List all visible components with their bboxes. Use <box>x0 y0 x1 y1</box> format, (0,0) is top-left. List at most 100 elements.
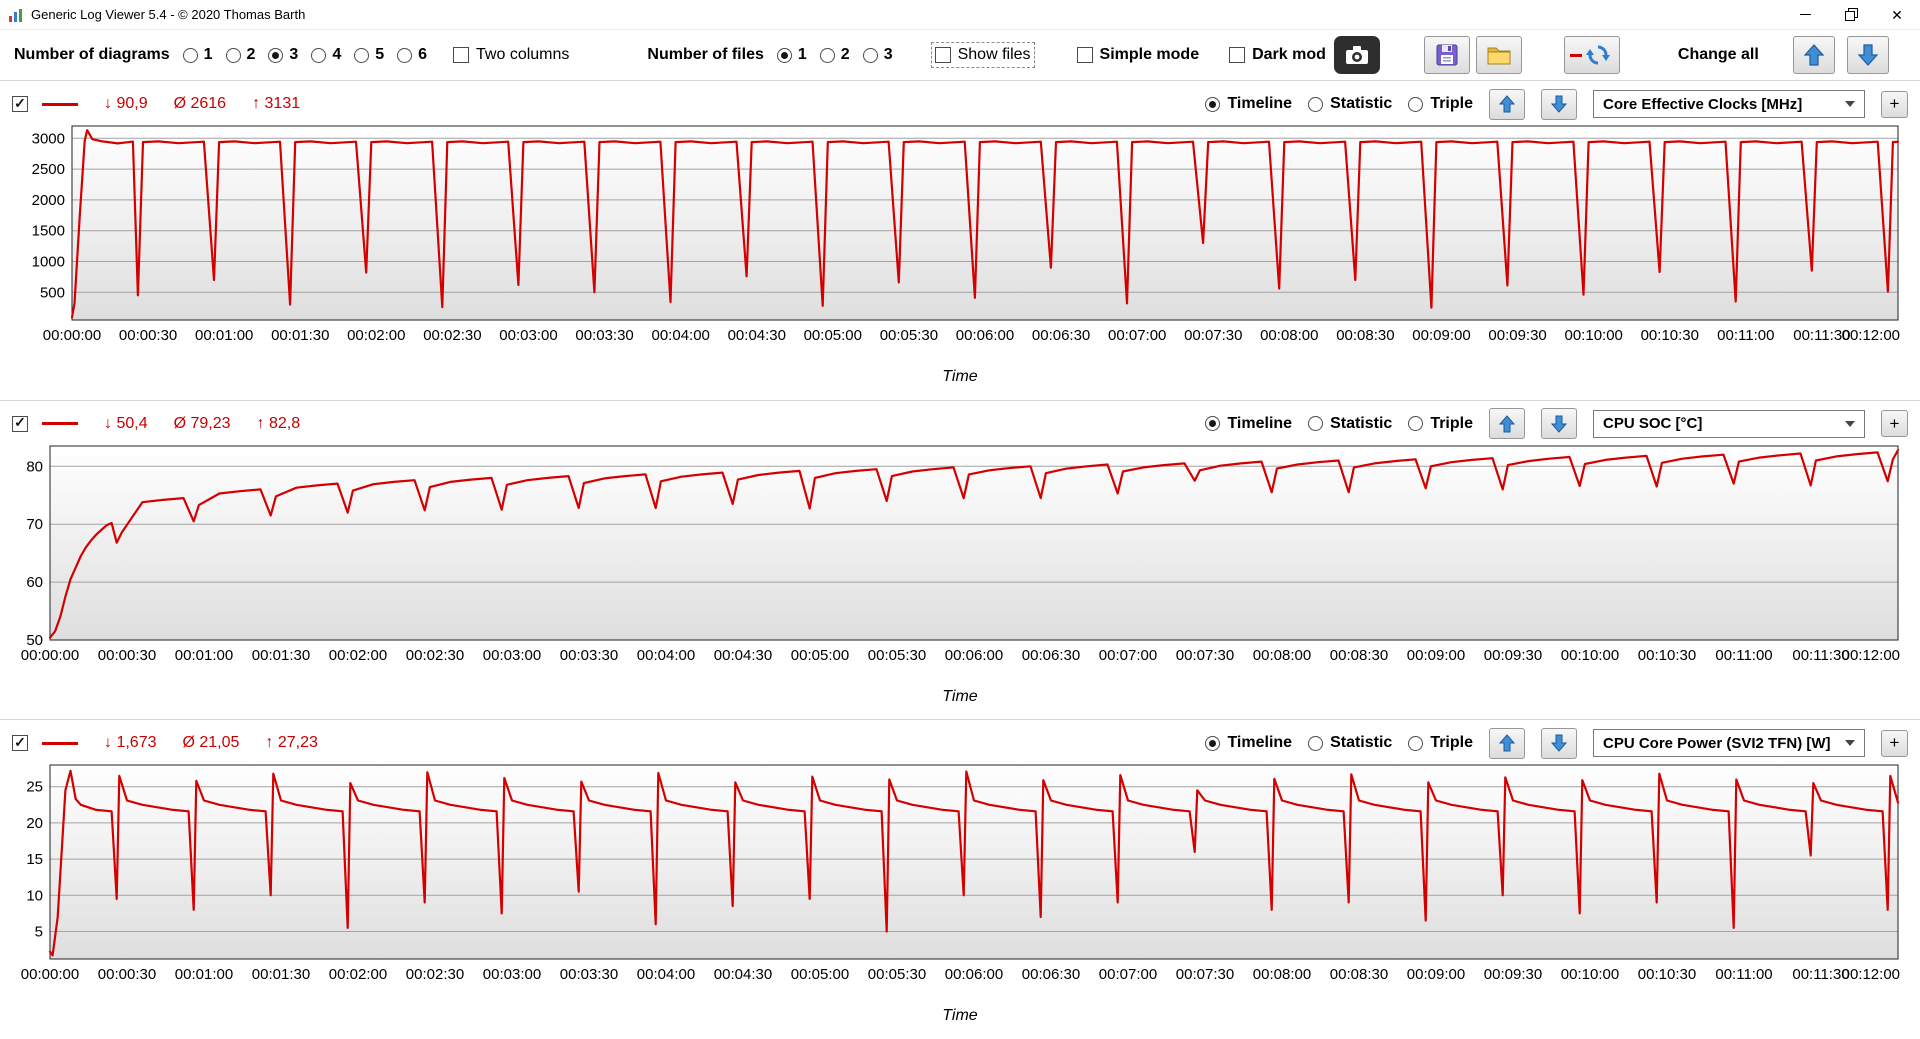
svg-text:00:03:30: 00:03:30 <box>560 647 618 664</box>
svg-text:00:00:30: 00:00:30 <box>98 966 156 983</box>
restore-button[interactable] <box>1828 0 1874 29</box>
stat-min: ↓ 50,4 <box>104 414 148 432</box>
diagrams-radio-6[interactable]: 6 <box>397 46 427 64</box>
stat-max: ↑ 3131 <box>252 95 301 112</box>
svg-text:1000: 1000 <box>32 254 65 271</box>
view-triple-radio[interactable]: Triple <box>1408 95 1473 113</box>
svg-text:80: 80 <box>26 458 43 475</box>
view-timeline-radio[interactable]: Timeline <box>1205 95 1292 113</box>
svg-text:00:09:00: 00:09:00 <box>1407 966 1465 983</box>
view-statistic-radio[interactable]: Statistic <box>1308 734 1392 752</box>
svg-text:00:08:30: 00:08:30 <box>1336 327 1394 344</box>
open-folder-button[interactable] <box>1475 36 1522 74</box>
stat-min: ↓ 90,9 <box>104 95 148 112</box>
svg-text:00:04:00: 00:04:00 <box>652 327 710 344</box>
add-diagram-button[interactable]: + <box>1881 90 1908 118</box>
chevron-down-icon <box>1845 740 1855 747</box>
svg-text:00:04:00: 00:04:00 <box>637 647 695 664</box>
chart-panels: ↓ 90,9 Ø 2616 ↑ 3131 Timeline Statistic … <box>0 80 1920 1039</box>
add-diagram-button[interactable]: + <box>1881 410 1908 438</box>
svg-text:00:06:30: 00:06:30 <box>1032 327 1090 344</box>
series-visible-checkbox[interactable] <box>12 96 28 112</box>
view-statistic-radio[interactable]: Statistic <box>1308 415 1392 433</box>
diagrams-radio-5[interactable]: 5 <box>354 46 384 64</box>
arrow-up-icon <box>1499 95 1515 113</box>
svg-text:00:08:00: 00:08:00 <box>1253 647 1311 664</box>
screenshot-button[interactable] <box>1333 36 1380 74</box>
svg-text:00:02:30: 00:02:30 <box>406 647 464 664</box>
refresh-icon <box>1569 45 1610 65</box>
two-columns-checkbox[interactable]: Two columns <box>453 46 569 64</box>
svg-text:00:12:00: 00:12:00 <box>1842 327 1900 344</box>
svg-text:00:00:30: 00:00:30 <box>119 327 177 344</box>
radio-icon <box>819 47 835 63</box>
svg-text:00:05:00: 00:05:00 <box>791 966 849 983</box>
move-up-button[interactable] <box>1489 408 1525 440</box>
show-files-checkbox[interactable]: Show files <box>930 42 1035 68</box>
panel-header: ↓ 90,9 Ø 2616 ↑ 3131 Timeline Statistic … <box>12 86 1908 122</box>
arrow-up-icon <box>1499 414 1515 433</box>
files-radio-1[interactable]: 1 <box>776 46 807 64</box>
move-up-button[interactable] <box>1489 727 1525 759</box>
view-statistic-radio[interactable]: Statistic <box>1308 95 1392 113</box>
view-timeline-radio[interactable]: Timeline <box>1205 415 1292 433</box>
files-radio-3[interactable]: 3 <box>862 46 893 64</box>
svg-text:20: 20 <box>26 815 43 832</box>
stat-avg: Ø 79,23 <box>173 414 231 432</box>
svg-text:00:12:00: 00:12:00 <box>1842 647 1900 664</box>
svg-text:00:10:30: 00:10:30 <box>1638 647 1696 664</box>
app-icon <box>8 6 24 23</box>
change-all-up-button[interactable] <box>1792 36 1835 74</box>
metric-dropdown[interactable]: CPU Core Power (SVI2 TFN) [W] <box>1593 729 1865 758</box>
diagrams-radio-1[interactable]: 1 <box>182 46 213 64</box>
dark-mode-checkbox[interactable]: Dark mod <box>1229 46 1326 64</box>
metric-dropdown[interactable]: Core Effective Clocks [MHz] <box>1593 90 1865 118</box>
move-up-button[interactable] <box>1489 88 1525 120</box>
stat-avg: Ø 21,05 <box>182 734 240 752</box>
view-triple-radio[interactable]: Triple <box>1408 734 1473 752</box>
chart-panel-3: ↓ 1,673 Ø 21,05 ↑ 27,23 Timeline Statist… <box>0 720 1920 1039</box>
radio-icon <box>182 47 198 63</box>
move-down-button[interactable] <box>1541 408 1577 440</box>
svg-text:00:08:30: 00:08:30 <box>1330 966 1388 983</box>
minimize-icon <box>1799 14 1811 15</box>
series-visible-checkbox[interactable] <box>12 735 28 752</box>
chart-panel-1: ↓ 90,9 Ø 2616 ↑ 3131 Timeline Statistic … <box>0 81 1920 401</box>
metric-dropdown[interactable]: CPU SOC [°C] <box>1593 409 1865 438</box>
add-diagram-button[interactable]: + <box>1881 729 1908 757</box>
svg-text:00:00:00: 00:00:00 <box>43 327 101 344</box>
view-timeline-radio[interactable]: Timeline <box>1205 734 1292 752</box>
svg-text:00:02:00: 00:02:00 <box>329 966 387 983</box>
svg-text:00:07:00: 00:07:00 <box>1099 647 1157 664</box>
refresh-button[interactable] <box>1563 36 1620 74</box>
stat-max: ↑ 82,8 <box>256 414 301 432</box>
close-button[interactable]: ✕ <box>1874 0 1920 29</box>
diagrams-radio-2[interactable]: 2 <box>225 46 255 64</box>
svg-text:00:07:00: 00:07:00 <box>1108 327 1166 344</box>
files-radio-2[interactable]: 2 <box>819 46 850 64</box>
minimize-button[interactable] <box>1782 0 1828 29</box>
svg-text:00:10:00: 00:10:00 <box>1561 966 1619 983</box>
svg-text:3000: 3000 <box>32 130 65 147</box>
chart-panel-2: ↓ 50,4 Ø 79,23 ↑ 82,8 Timeline Statistic… <box>0 401 1920 721</box>
svg-text:5: 5 <box>35 924 43 941</box>
svg-text:00:03:30: 00:03:30 <box>560 966 618 983</box>
svg-text:00:01:30: 00:01:30 <box>252 966 310 983</box>
svg-text:00:02:00: 00:02:00 <box>329 647 387 664</box>
radio-icon <box>1205 735 1221 751</box>
svg-text:00:01:30: 00:01:30 <box>252 647 310 664</box>
save-button[interactable] <box>1423 36 1470 74</box>
svg-text:00:06:30: 00:06:30 <box>1022 966 1080 983</box>
diagrams-radio-3[interactable]: 3 <box>268 46 298 64</box>
diagrams-radio-4[interactable]: 4 <box>311 46 341 64</box>
series-visible-checkbox[interactable] <box>12 415 28 432</box>
view-triple-radio[interactable]: Triple <box>1408 415 1473 433</box>
svg-text:00:03:30: 00:03:30 <box>575 327 633 344</box>
radio-icon <box>397 47 413 63</box>
move-down-button[interactable] <box>1541 88 1577 120</box>
move-down-button[interactable] <box>1541 727 1577 759</box>
svg-text:00:11:00: 00:11:00 <box>1715 647 1772 664</box>
checkbox-icon <box>453 47 470 63</box>
simple-mode-checkbox[interactable]: Simple mode <box>1076 46 1199 64</box>
change-all-down-button[interactable] <box>1846 36 1889 74</box>
